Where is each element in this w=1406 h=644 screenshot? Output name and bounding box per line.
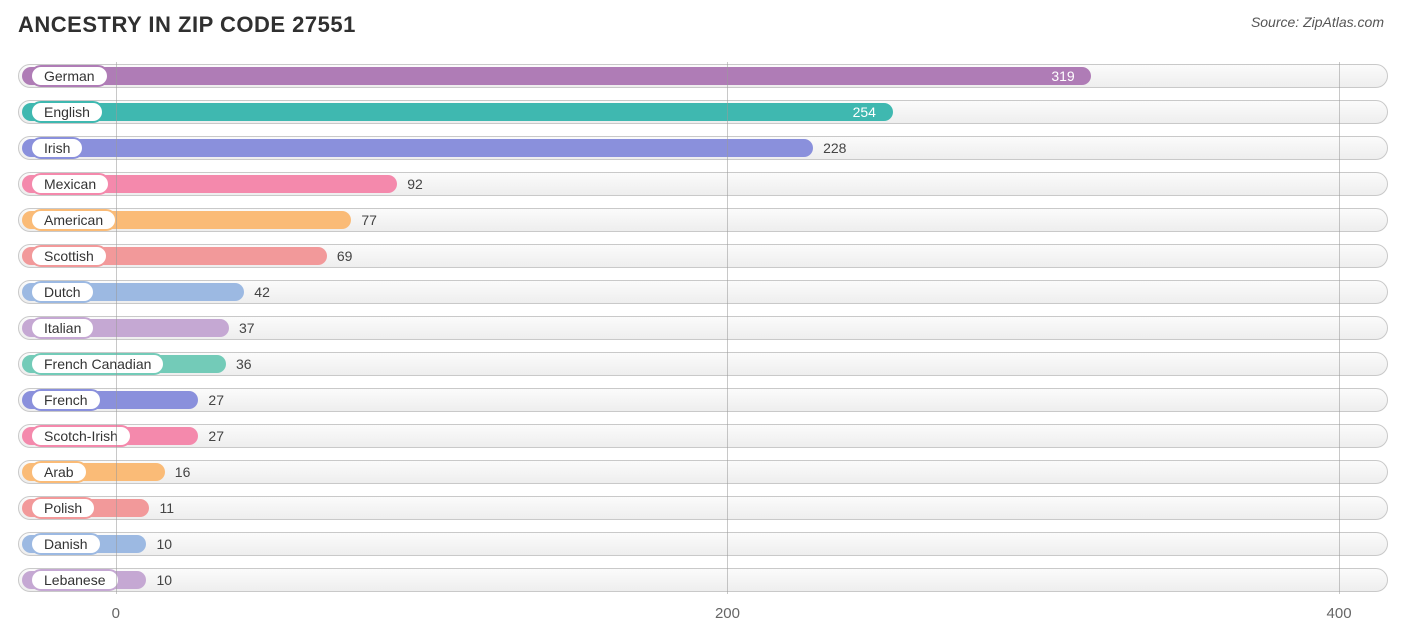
- bar-row: Mexican 92: [18, 170, 1388, 198]
- chart-title: ANCESTRY IN ZIP CODE 27551: [18, 12, 1388, 38]
- gridline: [727, 62, 728, 594]
- bar-row: Dutch 42: [18, 278, 1388, 306]
- x-tick-label: 0: [112, 605, 120, 622]
- bar-row: English 254: [18, 98, 1388, 126]
- bar-fill: [22, 67, 1091, 85]
- bar-row: Italian 37: [18, 314, 1388, 342]
- bar-rows: German 319 English 254 Irish 228 Mexican 92 Amer…: [18, 62, 1388, 594]
- bar-value-label: 37: [239, 320, 255, 336]
- gridline: [1339, 62, 1340, 594]
- category-label-pill: French: [30, 389, 102, 411]
- bar-track: [18, 496, 1388, 520]
- bar-value-label: 10: [156, 572, 172, 588]
- bar-chart: German 319 English 254 Irish 228 Mexican 92 Amer…: [18, 62, 1388, 622]
- bar-value-label: 92: [407, 176, 423, 192]
- bar-row: Scotch-Irish27: [18, 422, 1388, 450]
- bar-row: French Canadian 36: [18, 350, 1388, 378]
- x-tick-label: 400: [1327, 605, 1352, 622]
- category-label-pill: English: [30, 101, 104, 123]
- bar-row: Polish 11: [18, 494, 1388, 522]
- bar-value-label: 11: [159, 500, 174, 516]
- category-label-pill: Lebanese: [30, 569, 120, 591]
- bar-track: [18, 460, 1388, 484]
- bar-value-label: 10: [156, 536, 172, 552]
- category-label-pill: Dutch: [30, 281, 95, 303]
- bar-track: [18, 568, 1388, 592]
- bar-row: French 27: [18, 386, 1388, 414]
- bar-value-label: 42: [254, 284, 270, 300]
- bar-row: German 319: [18, 62, 1388, 90]
- category-label-pill: Mexican: [30, 173, 110, 195]
- bar-track: [18, 532, 1388, 556]
- bar-row: American 77: [18, 206, 1388, 234]
- bar-value-label: 228: [823, 140, 846, 156]
- category-label-pill: Arab: [30, 461, 88, 483]
- category-label-pill: Danish: [30, 533, 102, 555]
- bar-value-label: 319: [1051, 68, 1074, 84]
- category-label-pill: Irish: [30, 137, 84, 159]
- source-credit: Source: ZipAtlas.com: [1251, 14, 1384, 30]
- chart-container: ANCESTRY IN ZIP CODE 27551 Source: ZipAt…: [0, 0, 1406, 644]
- bar-value-label: 77: [361, 212, 377, 228]
- bar-value-label: 254: [853, 104, 876, 120]
- category-label-pill: American: [30, 209, 117, 231]
- bar-value-label: 36: [236, 356, 252, 372]
- category-label-pill: Italian: [30, 317, 95, 339]
- bar-row: Arab 16: [18, 458, 1388, 486]
- gridline: [116, 62, 117, 594]
- x-tick-label: 200: [715, 605, 740, 622]
- bar-value-label: 27: [208, 428, 224, 444]
- bar-value-label: 27: [208, 392, 224, 408]
- category-label-pill: Polish: [30, 497, 96, 519]
- bar-row: Danish 10: [18, 530, 1388, 558]
- bar-row: Scottish 69: [18, 242, 1388, 270]
- bar-fill: [22, 139, 813, 157]
- bar-row: Irish 228: [18, 134, 1388, 162]
- category-label-pill: Scottish: [30, 245, 108, 267]
- bar-row: Lebanese 10: [18, 566, 1388, 594]
- category-label-pill: French Canadian: [30, 353, 165, 375]
- bar-value-label: 16: [175, 464, 191, 480]
- bar-fill: [22, 103, 893, 121]
- bar-value-label: 69: [337, 248, 353, 264]
- category-label-pill: German: [30, 65, 109, 87]
